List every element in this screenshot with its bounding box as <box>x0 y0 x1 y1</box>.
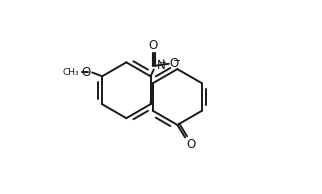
Text: N: N <box>156 59 165 72</box>
Text: +: + <box>160 58 166 67</box>
Text: O: O <box>148 39 158 52</box>
Text: O: O <box>186 138 195 151</box>
Text: CH₃: CH₃ <box>63 68 80 77</box>
Text: O: O <box>81 66 90 79</box>
Text: −: − <box>173 56 181 66</box>
Text: O: O <box>170 57 179 70</box>
